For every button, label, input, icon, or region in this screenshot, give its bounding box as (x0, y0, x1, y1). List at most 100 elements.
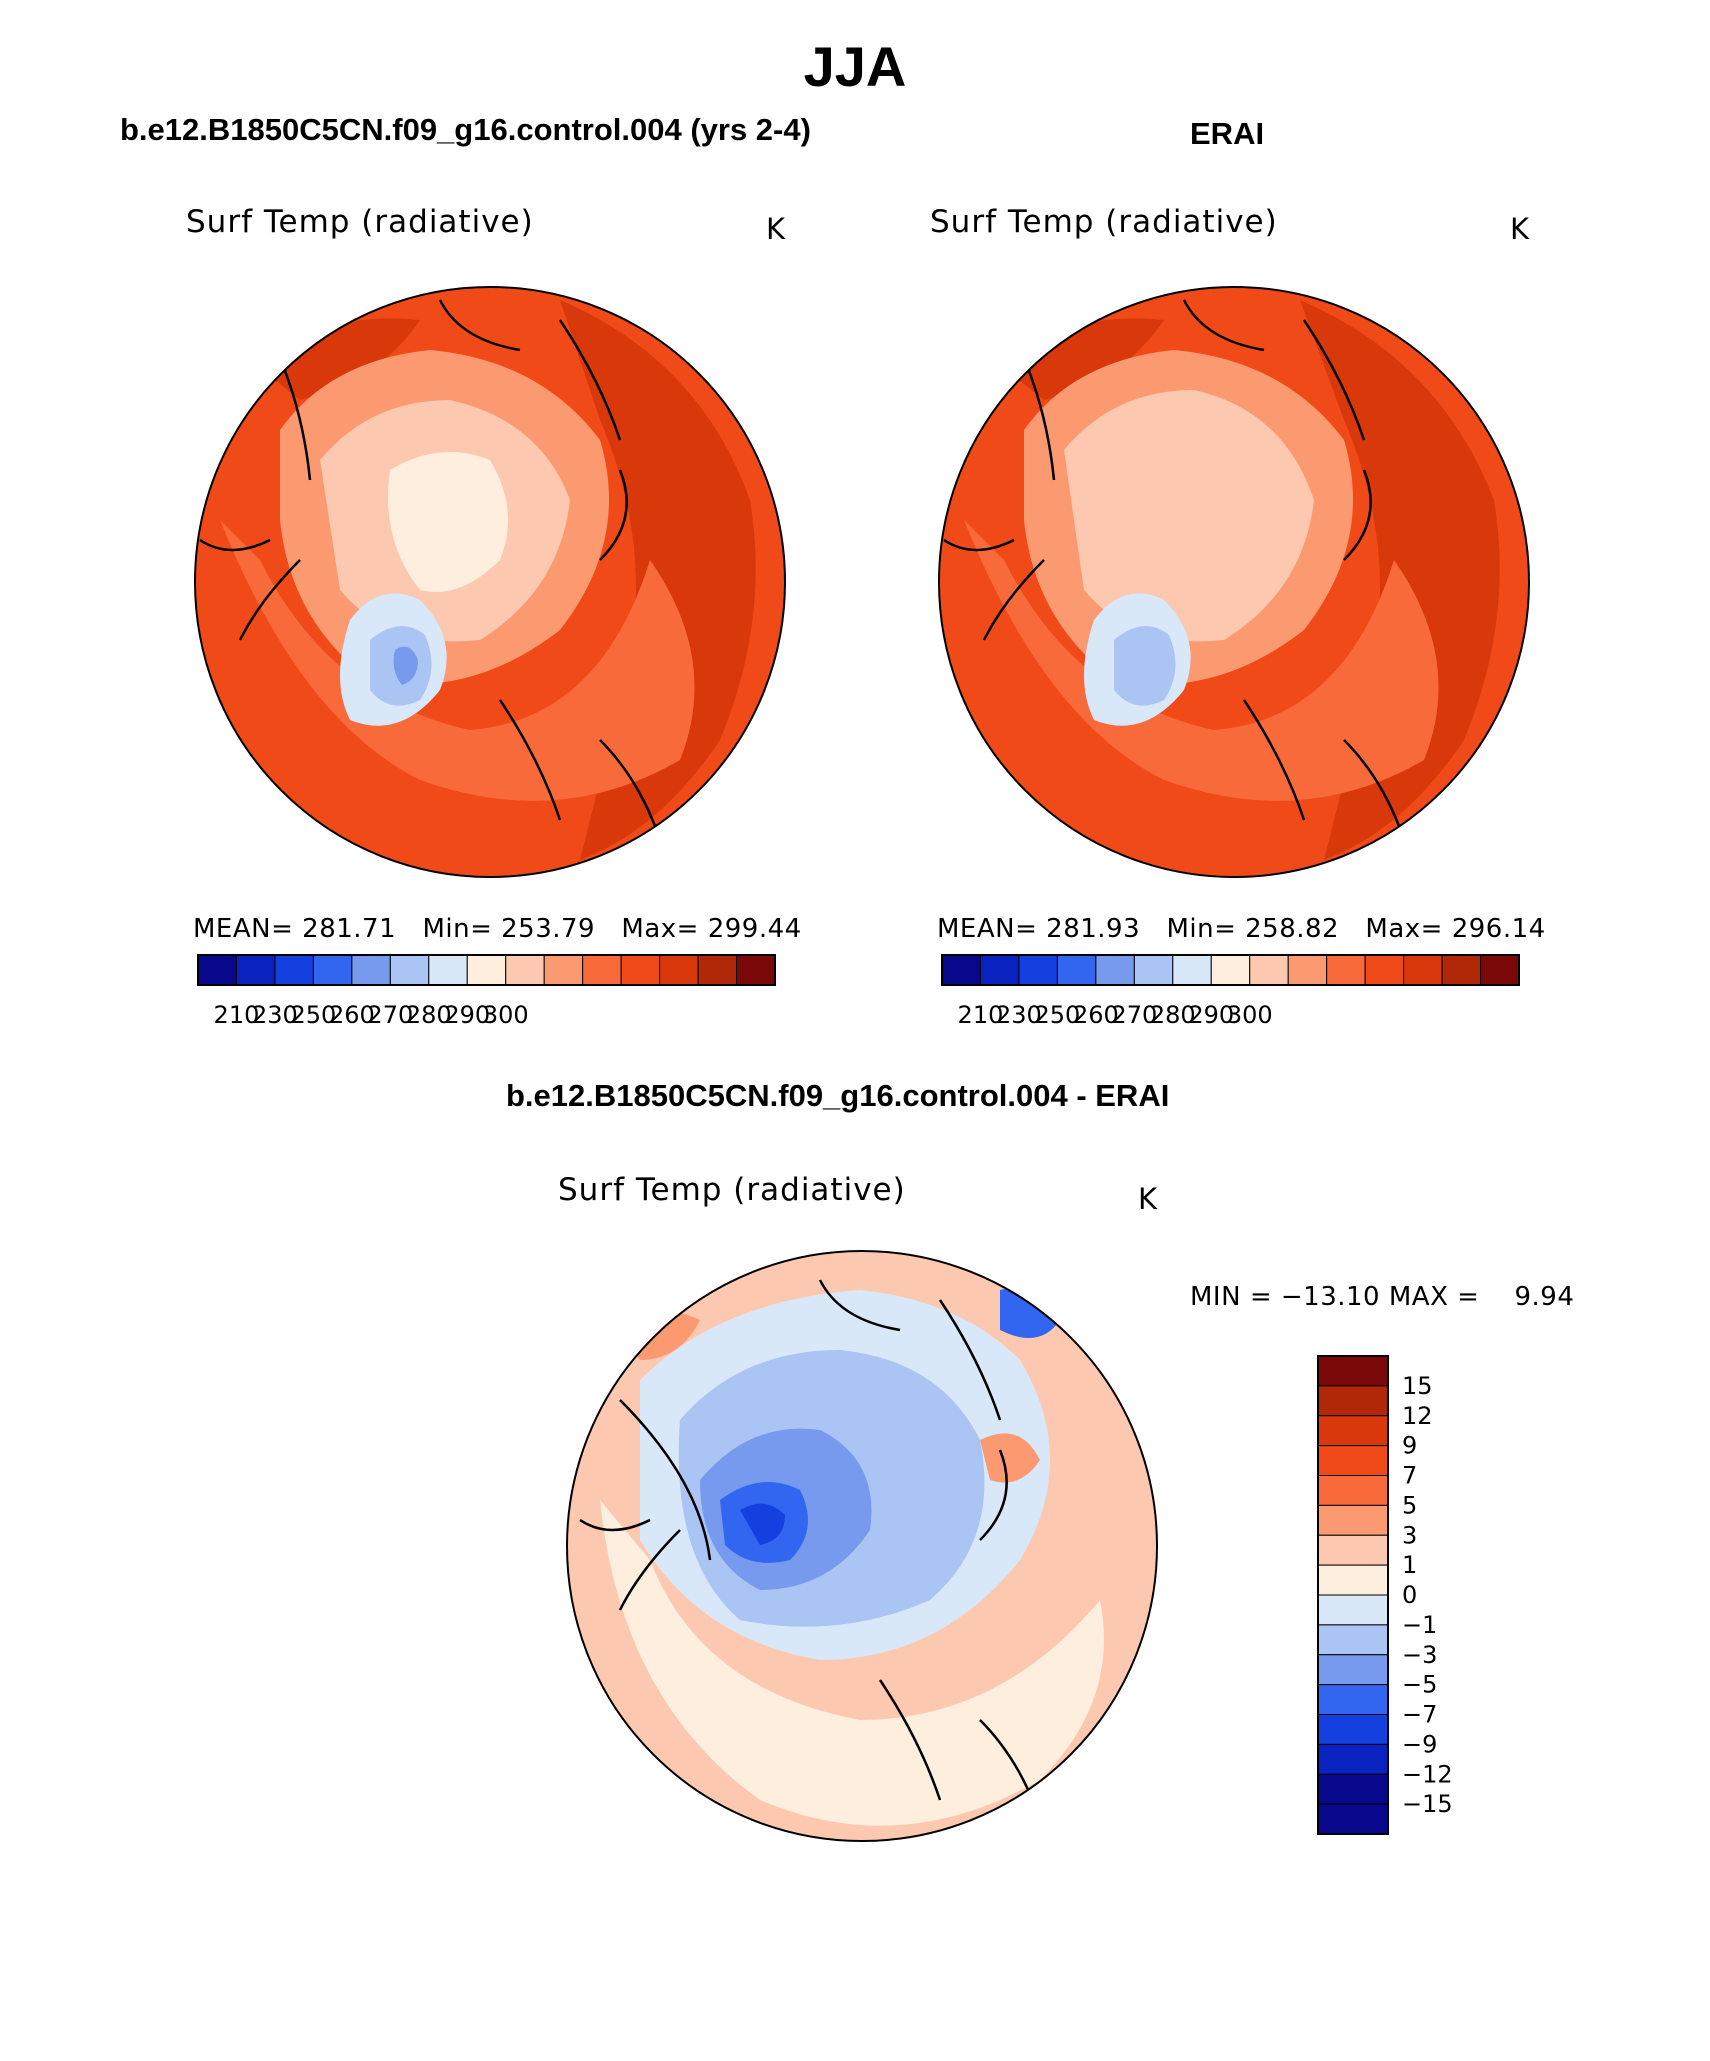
obs-case-title: ERAI (1190, 116, 1265, 151)
diff-colorbar-tick-label: −1 (1402, 1611, 1437, 1639)
obs-mean-value: 281.93 (1046, 914, 1141, 944)
model-map (195, 287, 785, 877)
diff-title: b.e12.B1850C5CN.f09_g16.control.004 - ER… (506, 1078, 1170, 1113)
diff-colorbar-tick-label: 15 (1402, 1372, 1433, 1400)
model-colorbar-swatch (582, 954, 622, 986)
model-max-label: Max= (621, 914, 699, 944)
obs-colorbar-swatch (1018, 954, 1058, 986)
diff-colorbar-swatch (1317, 1355, 1389, 1387)
obs-colorbar-swatch (1403, 954, 1443, 986)
diff-colorbar-tick-label: −3 (1402, 1641, 1437, 1669)
diff-colorbar-tick-label: 9 (1402, 1432, 1417, 1460)
obs-colorbar-swatch (941, 954, 981, 986)
diff-colorbar-swatch (1317, 1803, 1389, 1835)
obs-colorbar-swatch (1480, 954, 1520, 986)
diff-colorbar-swatch (1317, 1475, 1389, 1506)
obs-colorbar-swatch (1210, 954, 1251, 986)
obs-colorbar-swatch (1326, 954, 1366, 986)
model-colorbar-swatch (736, 954, 776, 986)
diff-colorbar-tick-label: 0 (1402, 1581, 1417, 1609)
model-map-border (194, 286, 786, 878)
obs-min-value: 258.82 (1245, 914, 1340, 944)
diff-units-label: K (1138, 1182, 1158, 1216)
obs-max-label: Max= (1365, 914, 1443, 944)
model-case-title: b.e12.B1850C5CN.f09_g16.control.004 (yrs… (120, 112, 811, 147)
obs-map (939, 287, 1529, 877)
model-colorbar-swatch (620, 954, 661, 986)
diff-colorbar-tick-label: 12 (1402, 1402, 1433, 1430)
obs-colorbar-tick-label: 250 (1034, 1001, 1080, 1029)
diff-colorbar-tick-label: 3 (1402, 1521, 1417, 1549)
model-colorbar-swatch (428, 954, 468, 986)
diff-colorbar-swatch (1317, 1385, 1389, 1417)
obs-stats: MEAN= 281.93 Min= 258.82 Max= 296.14 (937, 914, 1546, 944)
model-colorbar-swatch (235, 954, 276, 986)
obs-colorbar-tick-label: 290 (1188, 1001, 1234, 1029)
diff-colorbar-swatch (1317, 1743, 1389, 1775)
diff-colorbar-swatch (1317, 1445, 1389, 1476)
diff-colorbar-swatch (1317, 1504, 1389, 1536)
diff-colorbar-swatch (1317, 1684, 1389, 1715)
obs-colorbar-swatch (1441, 954, 1482, 986)
model-stats: MEAN= 281.71 Min= 253.79 Max= 299.44 (193, 914, 802, 944)
model-colorbar-tick-label: 210 (214, 1001, 260, 1029)
obs-max-value: 296.14 (1451, 914, 1546, 944)
model-colorbar-tick-label: 280 (406, 1001, 452, 1029)
obs-map-border (938, 286, 1530, 878)
model-colorbar-swatch (697, 954, 738, 986)
obs-colorbar-tick-label: 210 (958, 1001, 1004, 1029)
model-colorbar-swatch (274, 954, 314, 986)
figure-title: JJA (803, 35, 907, 98)
model-min-label: Min= (422, 914, 493, 944)
diff-colorbar-tick-label: 1 (1402, 1551, 1417, 1579)
diff-colorbar-tick-label: 7 (1402, 1462, 1417, 1490)
diff-colorbar-swatch (1317, 1714, 1389, 1745)
diff-colorbar-tick-label: −5 (1402, 1671, 1437, 1699)
diff-colorbar-swatch (1317, 1773, 1389, 1805)
obs-colorbar-swatch (979, 954, 1020, 986)
obs-min-label: Min= (1166, 914, 1237, 944)
diff-colorbar-swatch (1317, 1594, 1389, 1626)
diff-colorbar-tick-label: −15 (1402, 1790, 1453, 1818)
model-min-value: 253.79 (501, 914, 596, 944)
diff-colorbar-tick-label: −12 (1402, 1760, 1453, 1788)
model-colorbar-swatch (197, 954, 237, 986)
model-colorbar-tick-label: 230 (252, 1001, 298, 1029)
obs-colorbar-tick-label: 300 (1227, 1001, 1273, 1029)
diff-colorbar-tick-label: −7 (1402, 1701, 1437, 1729)
model-colorbar-swatch (389, 954, 430, 986)
model-units-label: K (766, 212, 786, 246)
model-colorbar-swatch (659, 954, 699, 986)
diff-colorbar-tick-label: 5 (1402, 1491, 1417, 1519)
diff-colorbar-swatch (1317, 1624, 1389, 1656)
obs-colorbar-swatch (1056, 954, 1097, 986)
diff-map-border (566, 1250, 1158, 1842)
obs-units-label: K (1510, 212, 1530, 246)
obs-colorbar-tick-label: 280 (1150, 1001, 1196, 1029)
diff-colorbar-swatch (1317, 1534, 1389, 1566)
diff-colorbar-swatch (1317, 1564, 1389, 1596)
model-colorbar-swatch (543, 954, 584, 986)
obs-colorbar-swatch (1364, 954, 1405, 986)
obs-colorbar-tick-label: 270 (1111, 1001, 1157, 1029)
obs-mean-label: MEAN= (937, 914, 1038, 944)
diff-minmax: MIN = −13.10 MAX = 9.94 (1190, 1282, 1575, 1312)
model-colorbar-tick-label: 290 (444, 1001, 490, 1029)
model-colorbar-tick-label: 300 (483, 1001, 529, 1029)
obs-colorbar-tick-label: 230 (996, 1001, 1042, 1029)
obs-colorbar-swatch (1249, 954, 1289, 986)
model-colorbar-swatch (351, 954, 391, 986)
diff-variable-label: Surf Temp (radiative) (558, 1172, 906, 1208)
model-colorbar-tick-label: 270 (367, 1001, 413, 1029)
obs-colorbar-swatch (1095, 954, 1135, 986)
diff-map (567, 1251, 1157, 1841)
model-colorbar-tick-label: 260 (329, 1001, 375, 1029)
diff-colorbar-swatch (1317, 1415, 1389, 1447)
model-colorbar-tick-label: 250 (290, 1001, 336, 1029)
diff-colorbar-tick-label: −9 (1402, 1730, 1437, 1758)
model-colorbar-swatch (466, 954, 507, 986)
obs-variable-label: Surf Temp (radiative) (930, 204, 1278, 240)
